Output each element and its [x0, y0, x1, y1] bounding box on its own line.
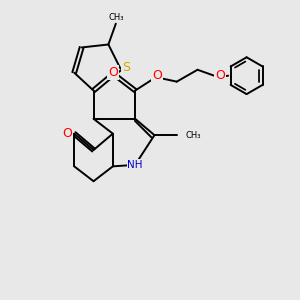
Text: O: O	[62, 127, 72, 140]
Text: CH₃: CH₃	[186, 130, 201, 140]
Text: NH: NH	[128, 160, 143, 170]
Text: CH₃: CH₃	[108, 13, 124, 22]
Text: O: O	[108, 66, 118, 79]
Text: O: O	[215, 69, 225, 82]
Text: S: S	[122, 61, 130, 74]
Text: O: O	[152, 69, 162, 82]
